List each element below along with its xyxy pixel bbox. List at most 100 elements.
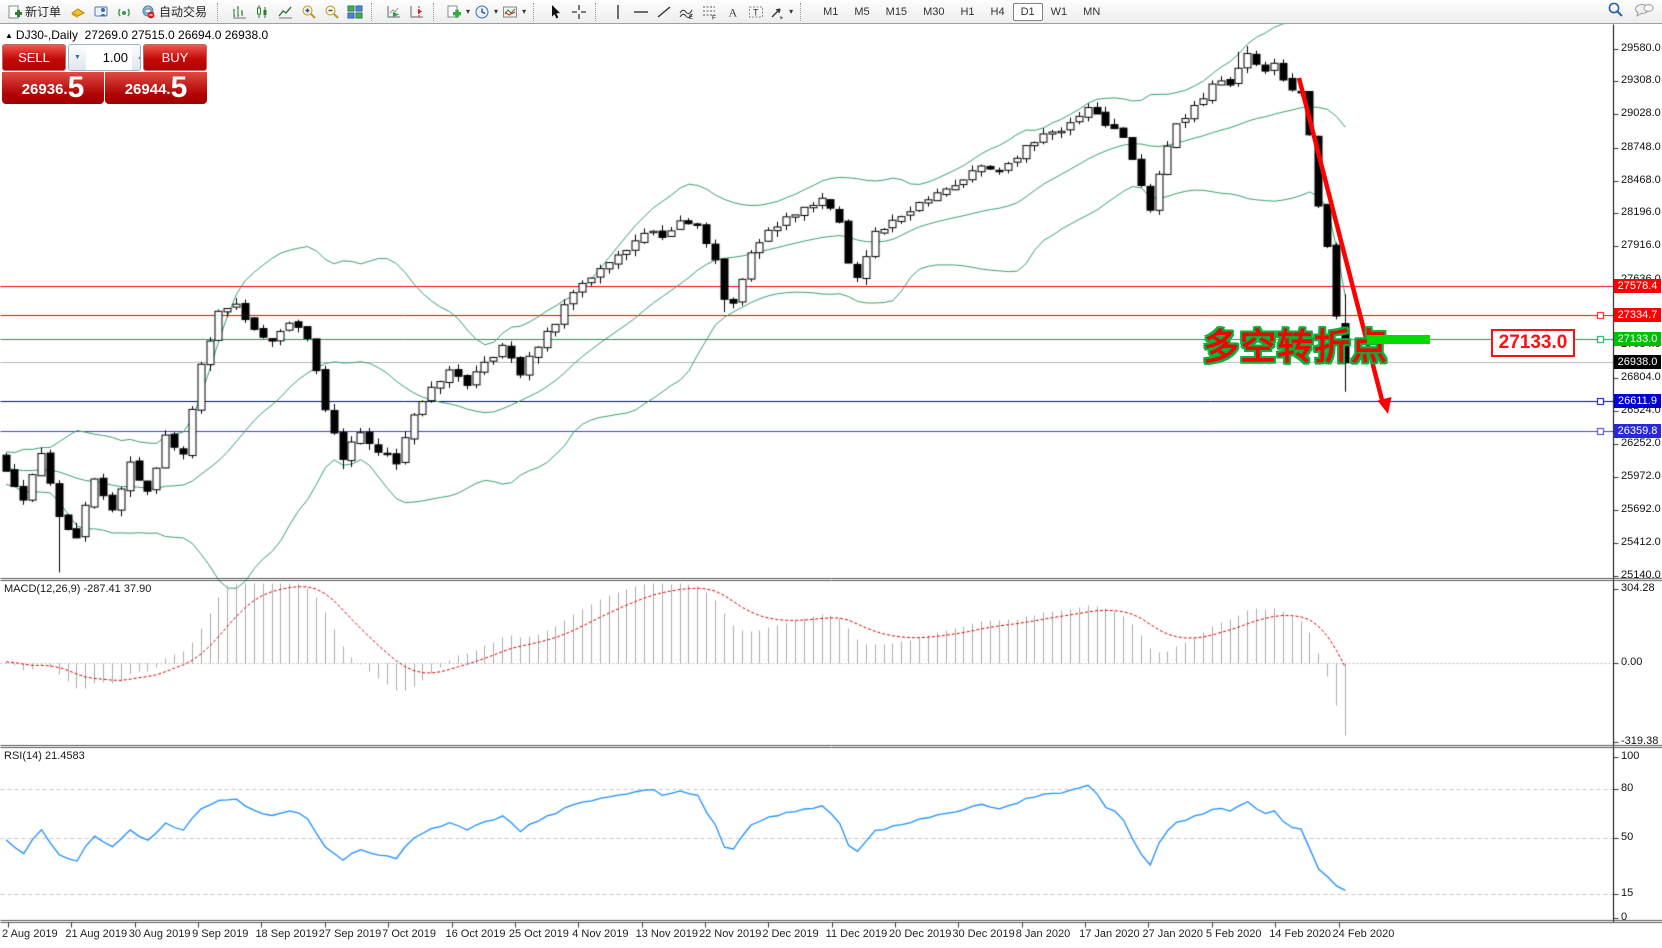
toolbar-separator xyxy=(433,2,440,21)
line-chart-button[interactable] xyxy=(274,1,297,22)
tile-windows-button[interactable] xyxy=(343,1,366,22)
candlestick-chart-button[interactable] xyxy=(251,1,274,22)
zoom-out-button[interactable] xyxy=(320,1,343,22)
turning-point-label[interactable]: 多空转折点 xyxy=(1203,326,1389,367)
volume-control: ▼ ▲ xyxy=(68,44,141,71)
auto-scroll-button[interactable] xyxy=(382,1,405,22)
ohlc-values: 27269.0 27515.0 26694.0 26938.0 xyxy=(84,28,269,42)
vertical-line-tool-button[interactable] xyxy=(606,1,629,22)
price-tick-label: 28196.0 xyxy=(1621,206,1661,218)
toolbar-separator xyxy=(371,2,378,21)
new-order-icon xyxy=(8,5,22,19)
zoom-in-button[interactable] xyxy=(297,1,320,22)
price-tick-label: 28748.0 xyxy=(1621,141,1661,153)
sell-price-small: 26936. xyxy=(21,81,68,98)
toolbar: 新订单 自动交易 xyxy=(0,0,1662,24)
timeframe-button-d1[interactable]: D1 xyxy=(1012,2,1043,21)
timeframe-button-m5[interactable]: M5 xyxy=(854,5,870,18)
autotrading-button[interactable]: 自动交易 xyxy=(135,1,212,22)
price-badge: 27334.7 xyxy=(1614,308,1661,322)
dropdown-caret-icon: ▾ xyxy=(522,7,527,16)
date-label: 25 Oct 2019 xyxy=(508,928,569,940)
toolbar-separator xyxy=(217,2,224,21)
date-label: 27 Sep 2019 xyxy=(318,928,382,940)
trendline-segment[interactable] xyxy=(1367,335,1430,344)
toolbar-separator xyxy=(595,2,602,21)
signals-button[interactable] xyxy=(112,1,135,22)
date-label: 2 Dec 2019 xyxy=(762,928,819,940)
trendline-tool-button[interactable] xyxy=(652,1,675,22)
symbol-ohlc-line: ▲ DJ30-,Daily 27269.0 27515.0 26694.0 269… xyxy=(5,28,268,42)
symbol-name: DJ30-,Daily xyxy=(15,28,78,42)
timeframe-button-m15[interactable]: M15 xyxy=(885,5,908,18)
buy-button[interactable]: BUY xyxy=(143,44,207,71)
price-callout[interactable]: 27133.0 xyxy=(1491,329,1575,357)
date-label: 22 Nov 2019 xyxy=(698,928,762,940)
svg-text:T: T xyxy=(753,7,759,17)
sell-price-big: 5 xyxy=(67,71,85,104)
date-label: 16 Oct 2019 xyxy=(445,928,506,940)
price-tick-label: 25972.0 xyxy=(1621,470,1661,482)
buy-price[interactable]: 26944. 5 xyxy=(105,72,207,104)
buy-price-big: 5 xyxy=(170,71,188,104)
macd-tick-label: 0.00 xyxy=(1621,656,1643,668)
dropdown-caret-icon: ▾ xyxy=(789,7,794,16)
arrows-tool-button[interactable]: ▾ xyxy=(767,1,795,22)
price-badge: 26611.9 xyxy=(1614,394,1661,408)
rsi-tick-label: 0 xyxy=(1621,911,1628,923)
cursor-button[interactable] xyxy=(544,1,567,22)
bar-chart-button[interactable] xyxy=(228,1,251,22)
sell-price[interactable]: 26936. 5 xyxy=(2,72,104,104)
new-chart-button[interactable]: ▾ xyxy=(444,1,472,22)
rsi-tick-label: 80 xyxy=(1621,782,1634,794)
timeframe-button-h1[interactable]: H1 xyxy=(960,5,975,18)
market-watch-button[interactable] xyxy=(66,1,89,22)
timeframe-button-w1[interactable]: W1 xyxy=(1050,5,1068,18)
price-badge: 27578.4 xyxy=(1614,279,1661,293)
text-label-tool-button[interactable]: T xyxy=(744,1,767,22)
price-tick-label: 26252.0 xyxy=(1621,437,1661,449)
date-label: 8 Jan 2020 xyxy=(1015,928,1071,940)
date-label: 2 Aug 2019 xyxy=(2,928,58,940)
rsi-tick-label: 15 xyxy=(1621,887,1634,899)
symbol-marker-icon: ▲ xyxy=(5,31,13,40)
timeframe-button-m30[interactable]: M30 xyxy=(923,5,945,18)
metaeditor-button[interactable] xyxy=(89,1,112,22)
price-tick-label: 25412.0 xyxy=(1621,536,1661,548)
rsi-label: RSI(14) 21.4583 xyxy=(4,750,85,762)
horizontal-line-tool-button[interactable] xyxy=(629,1,652,22)
timeframe-button-m1[interactable]: M1 xyxy=(823,5,839,18)
period-clock-button[interactable]: ▾ xyxy=(472,1,500,22)
new-order-button[interactable]: 新订单 xyxy=(3,1,66,22)
timeframe-button-h4[interactable]: H4 xyxy=(990,5,1005,18)
templates-button[interactable]: ▾ xyxy=(500,1,528,22)
chart-shift-button[interactable] xyxy=(405,1,428,22)
fibonacci-tool-button[interactable]: F xyxy=(698,1,721,22)
search-icon[interactable] xyxy=(1607,1,1624,18)
price-tick-label: 27916.0 xyxy=(1621,239,1661,251)
price-tick-label: 25692.0 xyxy=(1621,503,1661,515)
date-label: 18 Sep 2019 xyxy=(255,928,318,940)
dropdown-caret-icon: ▾ xyxy=(494,7,499,16)
date-label: 11 Dec 2019 xyxy=(825,928,888,940)
date-label: 24 Feb 2020 xyxy=(1332,928,1395,940)
date-label: 9 Sep 2019 xyxy=(192,928,249,940)
price-badge: 26938.0 xyxy=(1614,355,1661,369)
date-label: 4 Nov 2019 xyxy=(572,928,629,940)
text-tool-button[interactable]: A xyxy=(721,1,744,22)
date-label: 17 Jan 2020 xyxy=(1079,928,1140,940)
date-label: 20 Dec 2019 xyxy=(889,928,952,940)
volume-decrease-button[interactable]: ▼ xyxy=(69,45,86,70)
equidistant-channel-tool-button[interactable]: E xyxy=(675,1,698,22)
crosshair-button[interactable] xyxy=(567,1,590,22)
sell-button[interactable]: SELL xyxy=(2,44,66,71)
toolbar-right xyxy=(1607,1,1654,18)
price-tick-label: 25140.0 xyxy=(1621,569,1661,581)
timeframe-button-mn[interactable]: MN xyxy=(1083,5,1101,18)
volume-input[interactable] xyxy=(86,45,132,70)
chat-icon[interactable] xyxy=(1634,2,1654,18)
volume-increase-button[interactable]: ▲ xyxy=(132,45,140,70)
date-label: 13 Nov 2019 xyxy=(635,928,698,940)
